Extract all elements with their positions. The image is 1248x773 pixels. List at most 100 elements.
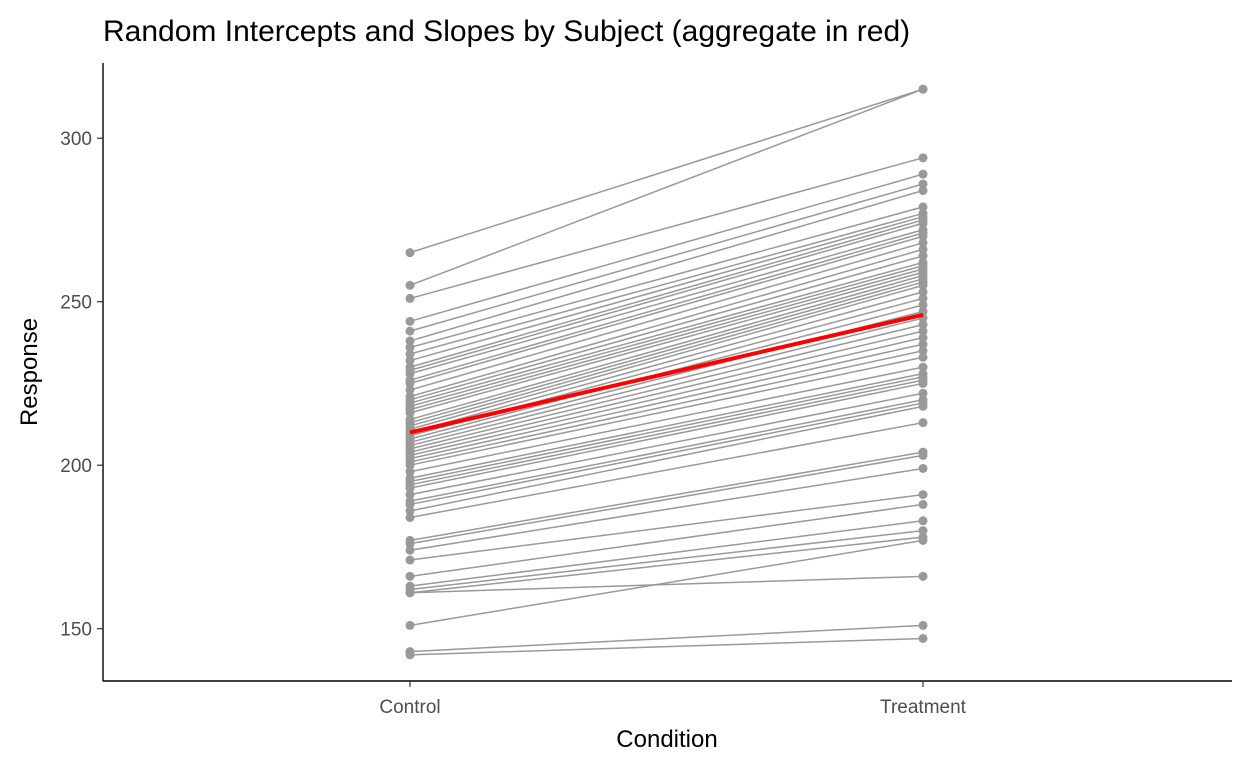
subject-series [405, 231, 928, 388]
subject-point [405, 539, 415, 549]
subject-line [409, 323, 924, 450]
subject-series [405, 352, 928, 470]
subject-series [405, 84, 928, 258]
subject-point [918, 362, 928, 372]
x-axis-title: Condition [616, 726, 717, 753]
subject-line [409, 343, 924, 460]
subject-point [918, 179, 928, 189]
subject-series [405, 532, 928, 598]
subject-series [405, 401, 928, 516]
subject-point [405, 588, 415, 598]
subject-series [405, 186, 928, 346]
subject-line [409, 467, 924, 551]
subject-point [918, 450, 928, 460]
subject-point [918, 346, 928, 356]
y-tick-label: 150 [60, 620, 92, 641]
subject-point [918, 378, 928, 388]
subject-point [405, 467, 415, 477]
subject-point [918, 352, 928, 362]
subject-line [409, 219, 924, 368]
subject-point [918, 293, 928, 303]
subject-series [405, 450, 928, 549]
subject-line [409, 278, 924, 424]
subject-point [405, 385, 415, 395]
subject-line [409, 229, 924, 375]
chart-title: Random Intercepts and Slopes by Subject … [103, 15, 910, 48]
subject-point [918, 535, 928, 545]
subject-point [918, 633, 928, 643]
subject-series [405, 571, 928, 598]
subject-line [409, 206, 924, 349]
subject-line [409, 215, 924, 362]
subject-point [918, 388, 928, 398]
subject-line [409, 382, 924, 489]
subject-point [405, 513, 415, 523]
subject-line [409, 242, 924, 391]
subject-series [405, 378, 928, 493]
subject-point [918, 251, 928, 261]
subject-series [405, 490, 928, 565]
subject-line [409, 503, 924, 578]
x-axis-ticks: Control Treatment [379, 681, 967, 718]
subject-point [918, 169, 928, 179]
subject-point [405, 620, 415, 630]
subject-point [405, 571, 415, 581]
y-tick-label: 250 [60, 293, 92, 314]
subject-line [409, 183, 924, 332]
subject-point [405, 248, 415, 258]
aggregate-line [409, 312, 924, 435]
y-axis-title: Response [16, 318, 43, 426]
subject-series [405, 620, 928, 657]
subject-line [409, 157, 924, 300]
y-axis-ticks: 150 200 250 300 [60, 129, 103, 641]
subject-line [409, 637, 924, 656]
subject-line [409, 366, 924, 473]
subject-line [409, 255, 924, 401]
subject-series [405, 418, 928, 523]
subject-line [409, 539, 924, 627]
subject-point [405, 356, 415, 366]
subject-line [409, 291, 924, 434]
subject-point [918, 571, 928, 581]
subject-series [405, 388, 928, 500]
subject-line [409, 454, 924, 545]
subject-point [918, 326, 928, 336]
subject-point [918, 490, 928, 500]
subject-series [405, 526, 928, 594]
subject-point [405, 369, 415, 379]
subject-line [409, 405, 924, 512]
subject-series [405, 362, 928, 477]
subject-point [918, 202, 928, 212]
subject-series [405, 633, 928, 660]
subject-series [405, 463, 928, 555]
subject-point [918, 418, 928, 428]
subject-point [405, 490, 415, 500]
subject-line [409, 399, 924, 502]
subject-line [409, 232, 924, 381]
subject-point [405, 349, 415, 359]
subject-point [918, 333, 928, 343]
subject-line [409, 268, 924, 411]
subject-point [918, 287, 928, 297]
subject-line [409, 88, 924, 254]
subject-line [409, 235, 924, 385]
subject-point [918, 186, 928, 196]
subject-line [409, 421, 924, 519]
subject-line [409, 284, 924, 430]
subject-line [409, 261, 924, 404]
subject-point [405, 326, 415, 336]
subject-point [405, 293, 415, 303]
x-tick-label: Control [379, 697, 440, 718]
subject-series [405, 346, 928, 467]
y-tick-label: 200 [60, 456, 92, 477]
subject-point [918, 320, 928, 330]
subject-line [409, 350, 924, 463]
subject-series [405, 499, 928, 581]
subject-point [918, 526, 928, 536]
subject-line [409, 330, 924, 453]
subject-point [405, 483, 415, 493]
subject-point [918, 516, 928, 526]
subject-line [409, 173, 924, 323]
